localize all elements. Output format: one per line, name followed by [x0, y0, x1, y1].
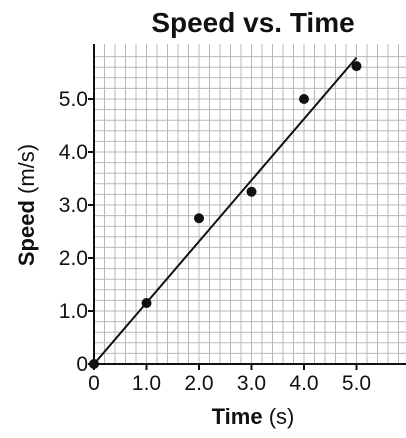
x-tick-label: 0	[88, 372, 100, 395]
best-fit-line	[93, 57, 358, 365]
x-tick-label: 2.0	[184, 372, 213, 395]
data-points	[89, 61, 362, 369]
data-point	[299, 94, 309, 104]
y-tick-label: 2.0	[59, 247, 88, 270]
y-tick-label: 4.0	[59, 141, 88, 164]
y-axis-label-quantity: Speed	[14, 200, 39, 266]
y-tick-label: 5.0	[59, 88, 88, 111]
y-tick-label: 1.0	[59, 300, 88, 323]
tick-labels: 0 1.0 2.0 3.0 4.0 5.0 0 1.0 2.0 3.0 4.0 5.0	[59, 88, 371, 395]
data-point	[194, 213, 204, 224]
y-axis-label: Speed (m/s)	[14, 144, 39, 266]
x-tick-label: 3.0	[237, 372, 266, 395]
y-tick-label: 3.0	[59, 194, 88, 217]
y-tick-label: 0	[76, 353, 88, 376]
x-tick-label: 4.0	[289, 372, 318, 395]
x-axis-label-quantity: Time	[212, 404, 263, 429]
chart-title: Speed vs. Time	[151, 7, 354, 38]
y-axis-label-unit: (m/s)	[14, 144, 39, 194]
fit-line-layer	[93, 57, 358, 365]
x-tick-label: 1.0	[132, 372, 161, 395]
x-axis-label-unit: (s)	[269, 404, 295, 429]
data-point	[89, 359, 99, 369]
grid	[94, 44, 406, 364]
x-tick-label: 5.0	[342, 372, 371, 395]
x-axis-label: Time (s)	[212, 404, 295, 429]
data-point	[141, 298, 152, 309]
data-point	[351, 61, 362, 72]
data-point	[246, 186, 257, 197]
